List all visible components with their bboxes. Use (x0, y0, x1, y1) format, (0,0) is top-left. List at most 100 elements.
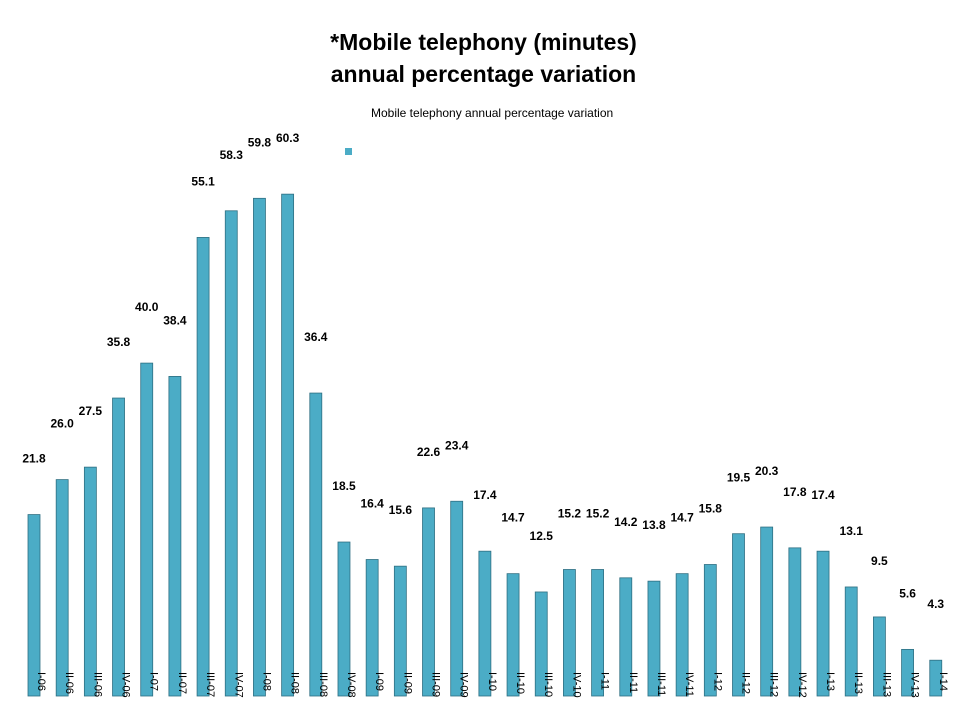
value-label-I-11: 15.2 (586, 507, 610, 521)
x-tick-label-IV-12: IV-12 (796, 672, 808, 698)
value-label-III-12: 20.3 (755, 464, 779, 478)
bar-I-06 (27, 514, 41, 697)
bar-II-08 (281, 193, 295, 697)
value-label-IV-10: 15.2 (558, 507, 582, 521)
bar-IV-06 (112, 397, 125, 697)
chart-title-line-2: annual percentage variation (330, 61, 637, 87)
bar-I-08 (253, 197, 266, 697)
value-label-I-09: 16.4 (360, 497, 384, 511)
x-tick-label-III-10: III-10 (542, 672, 554, 697)
value-label-I-12: 15.8 (699, 502, 723, 516)
x-tick-label-II-13: II-13 (852, 672, 864, 694)
bar-III-07 (196, 237, 210, 697)
value-label-III-07: 55.1 (191, 174, 215, 188)
x-tick-label-I-13: I-13 (824, 672, 836, 691)
value-label-IV-06: 35.8 (107, 335, 131, 349)
x-tick-label-III-13: III-13 (880, 672, 892, 697)
x-tick-label-IV-11: IV-11 (683, 672, 695, 697)
x-tick-label-II-12: II-12 (740, 672, 752, 694)
bar-I-14 (929, 659, 943, 697)
bar-III-11 (647, 580, 661, 697)
x-tick-label-IV-09: IV-09 (458, 672, 470, 698)
bar-IV-13 (901, 648, 914, 697)
x-tick-label-III-09: III-09 (430, 672, 442, 697)
x-tick-label-II-07: II-07 (176, 672, 188, 694)
chart-title: *Mobile telephony (minutes) annual perce… (0, 26, 967, 90)
x-tick-label-III-12: III-12 (768, 672, 780, 697)
value-label-II-13: 13.1 (840, 524, 864, 538)
x-tick-label-I-14: I-14 (937, 672, 949, 691)
bar-II-06 (55, 479, 69, 697)
value-label-IV-07: 58.3 (220, 148, 244, 162)
bar-I-12 (703, 564, 717, 697)
bar-III-13 (873, 616, 886, 697)
bar-III-08 (309, 392, 323, 697)
x-tick-label-I-06: I-06 (35, 672, 47, 691)
bar-III-12 (760, 526, 774, 697)
bar-II-09 (393, 565, 407, 697)
x-tick-label-II-11: II-11 (627, 672, 639, 693)
x-tick-label-I-08: I-08 (260, 672, 272, 691)
value-label-I-07: 40.0 (135, 300, 159, 314)
bar-I-10 (478, 550, 492, 697)
x-tick-label-I-09: I-09 (373, 672, 385, 691)
value-label-II-09: 15.6 (389, 503, 413, 517)
bar-I-13 (816, 550, 830, 697)
value-label-II-06: 26.0 (51, 417, 75, 431)
bar-II-12 (732, 533, 745, 697)
value-label-III-13: 9.5 (871, 554, 888, 568)
bar-II-13 (844, 586, 858, 697)
value-label-IV-11: 14.7 (670, 511, 694, 525)
value-label-IV-08: 18.5 (332, 479, 356, 493)
x-tick-label-IV-07: IV-07 (232, 672, 244, 698)
bar-III-10 (534, 591, 548, 697)
x-tick-label-I-07: I-07 (148, 672, 160, 691)
x-tick-label-IV-10: IV-10 (570, 672, 582, 698)
value-label-II-11: 14.2 (614, 515, 638, 529)
value-label-II-12: 19.5 (727, 471, 751, 485)
value-label-I-13: 17.4 (811, 488, 835, 502)
value-label-IV-13: 5.6 (899, 586, 916, 600)
bar-III-09 (422, 507, 435, 697)
value-label-II-10: 14.7 (501, 511, 525, 525)
x-tick-label-III-08: III-08 (317, 672, 329, 697)
bar-I-09 (365, 559, 379, 697)
x-tick-label-III-07: III-07 (204, 672, 216, 697)
bar-III-06 (83, 466, 97, 697)
x-tick-label-II-10: II-10 (514, 672, 526, 694)
x-tick-label-IV-06: IV-06 (120, 672, 132, 698)
bar-IV-07 (224, 210, 238, 697)
bar-II-10 (506, 573, 520, 697)
value-label-I-06: 21.8 (22, 452, 46, 466)
x-tick-label-III-11: III-11 (655, 672, 667, 696)
value-label-II-08: 60.3 (276, 131, 300, 145)
value-label-III-09: 22.6 (417, 445, 441, 459)
value-label-I-10: 17.4 (473, 488, 497, 502)
legend-entry-label: Mobile telephony annual percentage varia… (371, 106, 614, 120)
x-tick-label-I-11: I-11 (599, 672, 611, 690)
x-tick-label-II-09: II-09 (401, 672, 413, 694)
bar-IV-10 (563, 569, 576, 697)
x-tick-label-II-06: II-06 (63, 672, 75, 694)
value-label-III-10: 12.5 (530, 529, 554, 543)
value-label-I-14: 4.3 (927, 597, 944, 611)
x-tick-label-IV-08: IV-08 (345, 672, 357, 698)
x-tick-label-III-06: III-06 (91, 672, 103, 697)
x-tick-label-II-08: II-08 (289, 672, 301, 694)
bar-I-11 (591, 569, 604, 697)
x-tick-label-I-10: I-10 (486, 672, 498, 691)
x-tick-label-IV-13: IV-13 (909, 672, 921, 698)
bar-I-07 (140, 362, 154, 697)
chart-title-line-1: *Mobile telephony (minutes) (330, 29, 637, 55)
legend-marker (345, 148, 352, 155)
x-tick-label-I-12: I-12 (711, 672, 723, 691)
value-label-I-08: 59.8 (248, 135, 272, 149)
value-label-II-07: 38.4 (163, 313, 187, 327)
bar-II-07 (168, 376, 182, 697)
value-label-III-08: 36.4 (304, 330, 328, 344)
bar-II-11 (619, 577, 633, 697)
value-label-III-11: 13.8 (642, 518, 666, 532)
bar-IV-11 (675, 573, 689, 697)
value-label-IV-12: 17.8 (783, 485, 807, 499)
